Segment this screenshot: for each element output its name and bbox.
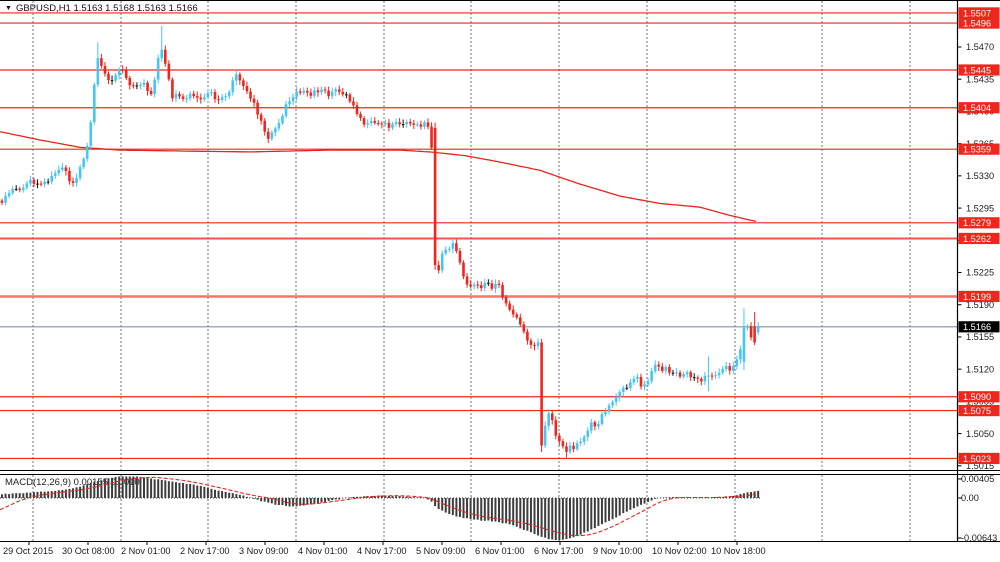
current-price-label: 1.5166 xyxy=(958,321,1000,333)
sr-price-label-box xyxy=(958,232,1000,245)
time-axis-label: 10 Nov 02:00 xyxy=(652,546,707,556)
time-axis-label: 5 Nov 09:00 xyxy=(416,546,466,556)
sr-price-label: 1.5359 xyxy=(963,145,991,155)
support-resistance-lines[interactable] xyxy=(0,12,957,460)
sr-price-label-box xyxy=(958,290,1000,303)
time-axis-label: 30 Oct 08:00 xyxy=(62,546,115,556)
macd-axis[interactable]: 0.00405 0.00 -0.00643 xyxy=(957,474,998,543)
macd-axis-label: -0.00643 xyxy=(961,533,997,543)
sr-price-label: 1.5075 xyxy=(963,406,991,416)
panel-borders xyxy=(0,0,1000,542)
macd-axis-label: 0.00405 xyxy=(961,474,994,484)
symbol-dropdown-icon[interactable]: ▼ xyxy=(5,5,12,12)
sr-price-label: 1.5023 xyxy=(963,454,991,464)
time-axis-label: 6 Nov 17:00 xyxy=(534,546,584,556)
sr-price-label: 1.5279 xyxy=(963,218,991,228)
price-tick-label: 1.5155 xyxy=(966,332,994,342)
price-tick-label: 1.5015 xyxy=(966,461,994,471)
sr-price-label: 1.5262 xyxy=(963,234,991,244)
sr-price-label-box xyxy=(958,391,1000,403)
price-tick-label: 1.5050 xyxy=(966,429,994,439)
price-tick-label: 1.5190 xyxy=(966,300,994,310)
price-tick-label: 1.5120 xyxy=(966,364,994,374)
sr-price-label-box xyxy=(958,217,1000,229)
macd-signal-line xyxy=(0,476,757,537)
macd-axis-label: 0.00 xyxy=(961,493,979,503)
time-axis-label: 9 Nov 10:00 xyxy=(593,546,643,556)
time-axis-label: 10 Nov 18:00 xyxy=(711,546,766,556)
sr-price-label-box xyxy=(958,7,1000,19)
price-tick-label: 1.5470 xyxy=(966,42,994,52)
chart-title: ▼ GBPUSD,H1 1.5163 1.5168 1.5163 1.5166 xyxy=(5,3,198,14)
sr-price-label-box xyxy=(958,64,1000,76)
candlesticks xyxy=(0,25,760,458)
sr-price-label: 1.5090 xyxy=(963,392,991,402)
time-axis-label: 4 Nov 01:00 xyxy=(298,546,348,556)
time-axis-label: 4 Nov 17:00 xyxy=(357,546,407,556)
time-axis-label: 29 Oct 2015 xyxy=(3,546,53,556)
time-axis-label: 2 Nov 01:00 xyxy=(121,546,171,556)
sr-price-label-box xyxy=(958,143,1000,155)
time-axis-label: 6 Nov 01:00 xyxy=(475,546,525,556)
moving-average xyxy=(0,131,757,223)
price-tick-label: 1.5295 xyxy=(966,203,994,213)
macd-histogram xyxy=(1,476,760,541)
price-tick-label: 1.5330 xyxy=(966,171,994,181)
svg-text:1.5166: 1.5166 xyxy=(963,322,991,332)
moving-average-line xyxy=(0,131,757,223)
time-axis-label: 3 Nov 09:00 xyxy=(239,546,289,556)
sr-price-label-box xyxy=(958,452,1000,465)
price-tick-label: 1.5225 xyxy=(966,268,994,278)
macd-panel xyxy=(0,476,762,541)
symbol-ohlc-label: GBPUSD,H1 1.5163 1.5168 1.5163 1.5166 xyxy=(15,3,198,14)
macd-indicator-label: MACD(12,26,9) 0.00155 0.0010 xyxy=(5,477,140,488)
sr-price-label: 1.5199 xyxy=(963,292,991,302)
sr-price-label-box xyxy=(958,404,1000,417)
sr-price-label: 1.5507 xyxy=(963,8,991,18)
sr-price-label: 1.5445 xyxy=(963,65,991,75)
sr-price-label: 1.5496 xyxy=(963,18,991,28)
time-axis-label: 2 Nov 17:00 xyxy=(180,546,230,556)
sr-price-label-box xyxy=(958,17,1000,29)
sr-price-label-box xyxy=(958,102,1000,114)
sr-price-label: 1.5404 xyxy=(963,103,991,113)
time-axis[interactable]: 29 Oct 2015 30 Oct 08:00 2 Nov 01:00 2 Nov … xyxy=(3,541,766,557)
price-tick-label: 1.5435 xyxy=(966,74,994,84)
vertical-gridlines xyxy=(32,1,911,542)
